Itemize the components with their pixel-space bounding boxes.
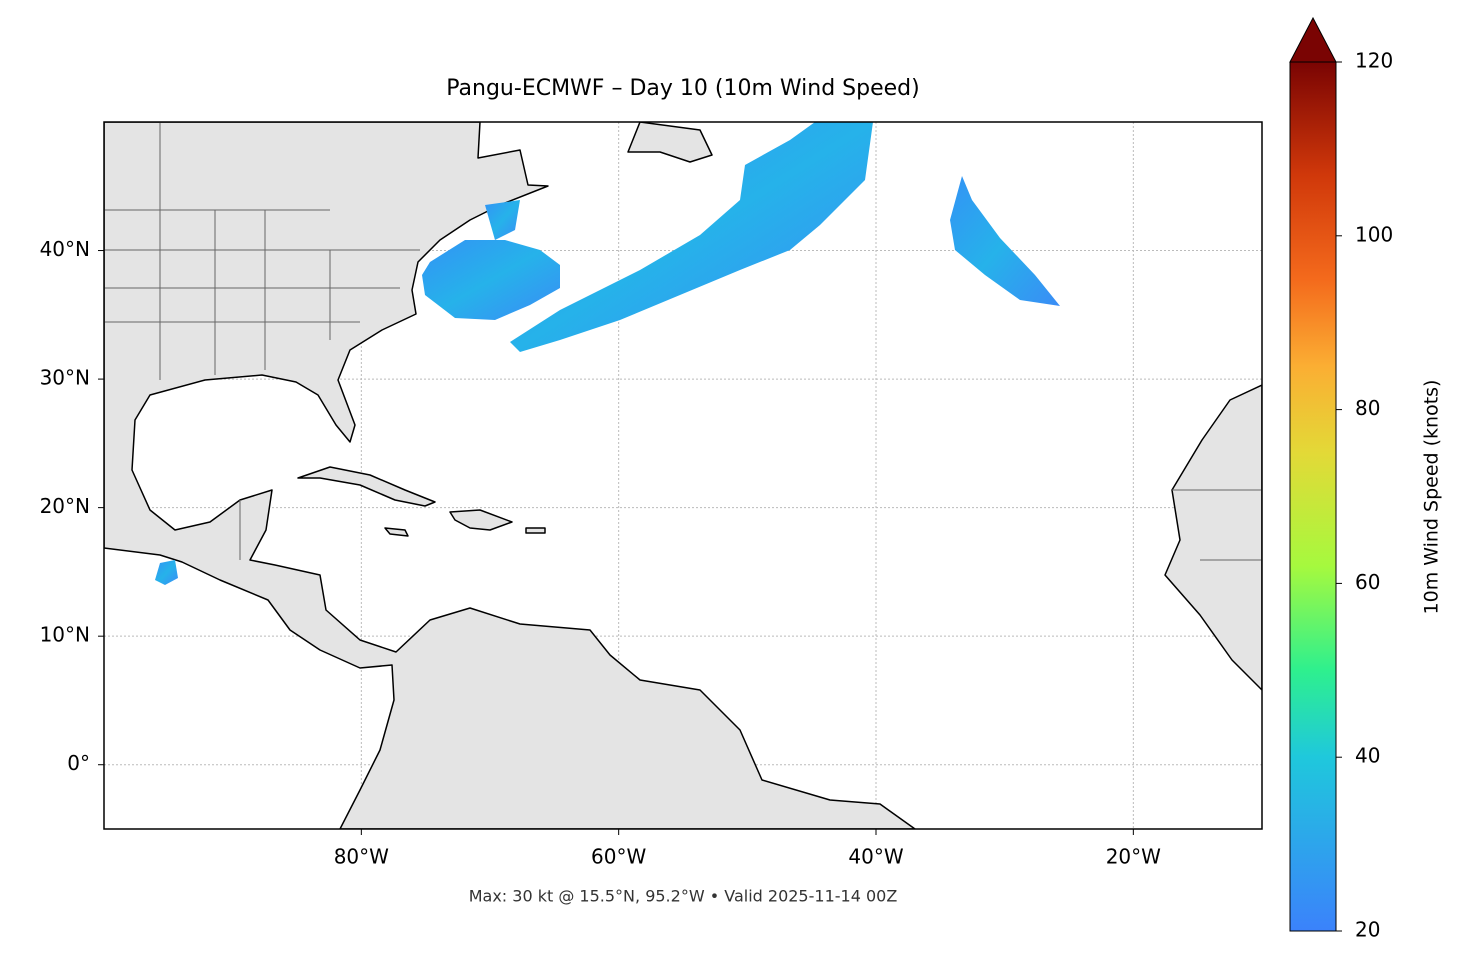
map-title: Pangu-ECMWF – Day 10 (10m Wind Speed)	[446, 76, 919, 101]
colorbar-tick-label: 20	[1355, 918, 1380, 942]
y-tick-label: 30°N	[40, 366, 90, 390]
colorbar-tick-label: 40	[1355, 744, 1380, 768]
y-tick-label: 20°N	[40, 494, 90, 518]
y-tick-label: 0°	[67, 751, 90, 775]
wind-area	[155, 560, 178, 585]
wind-area	[510, 122, 873, 352]
jamaica	[384, 527, 409, 537]
y-tick-label: 40°N	[40, 237, 90, 261]
axes: 80°W 60°W 40°W 20°W 0° 10°N 20°N 30°N 40°N	[40, 237, 1162, 868]
cuba	[297, 466, 436, 507]
africa	[1164, 384, 1262, 691]
borders	[104, 122, 1262, 561]
americas	[104, 122, 916, 829]
x-tick-label: 20°W	[1106, 845, 1161, 869]
wind-area	[950, 176, 1060, 306]
x-tick-label: 60°W	[591, 845, 646, 869]
puerto-rico	[525, 527, 546, 534]
x-tick-label: 80°W	[334, 845, 389, 869]
y-tick-label: 10°N	[40, 623, 90, 647]
hispaniola	[449, 509, 513, 531]
map-area	[104, 122, 1262, 829]
wind-area	[422, 240, 560, 320]
footer: Max: 30 kt @ 15.5°N, 95.2°W • Valid 2025…	[469, 887, 898, 906]
colorbar-label: 10m Wind Speed (knots)	[1421, 380, 1443, 615]
colorbar-tick-label: 120	[1355, 49, 1393, 73]
colorbar-tick-label: 100	[1355, 222, 1393, 246]
wind-areas	[155, 122, 1060, 585]
newfoundland	[627, 122, 713, 163]
colorbar-extend	[1289, 16, 1337, 63]
map-frame	[103, 121, 1263, 830]
x-tick-label: 40°W	[848, 845, 903, 869]
colorbar-tick-label: 80	[1355, 396, 1380, 420]
colorbar-scale	[1289, 61, 1337, 932]
wind-area	[485, 200, 520, 240]
colorbar-tick-label: 60	[1355, 570, 1380, 594]
colorbar: 10m Wind Speed (knots) 20 40 60 80 100 120	[1289, 16, 1443, 942]
